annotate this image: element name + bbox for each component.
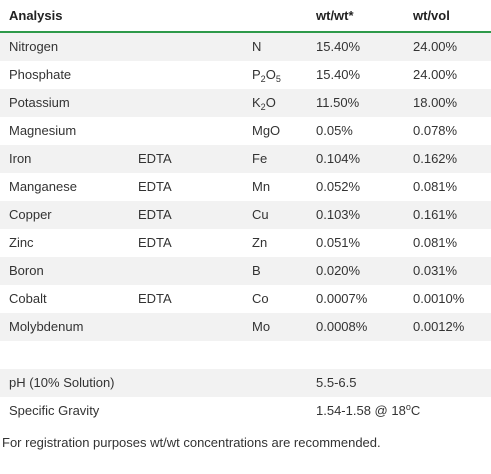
analysis-table: Analysis wt/wt* wt/vol Nitrogen N 15.40%… bbox=[0, 0, 491, 425]
formula: Fe bbox=[252, 151, 268, 166]
wtwt-value: 0.103% bbox=[316, 207, 361, 222]
header-analysis: Analysis bbox=[9, 8, 63, 23]
wtwt-value: 0.0007% bbox=[316, 291, 368, 306]
table-row-ph: pH (10% Solution) 5.5-6.5 bbox=[0, 369, 491, 397]
wtwt-value: 0.104% bbox=[316, 151, 361, 166]
wtwt-value: 0.052% bbox=[316, 179, 361, 194]
nutrient-name: Phosphate bbox=[9, 67, 72, 82]
formula: P2O5 bbox=[252, 67, 281, 84]
wtvol-value: 0.161% bbox=[413, 207, 458, 222]
table-row: Iron EDTA Fe 0.104% 0.162% bbox=[0, 145, 491, 173]
formula: Mo bbox=[252, 319, 271, 334]
wtvol-value: 18.00% bbox=[413, 95, 458, 110]
wtwt-value: 0.05% bbox=[316, 123, 353, 138]
formula: K2O bbox=[252, 95, 276, 112]
nutrient-name: Molybdenum bbox=[9, 319, 84, 334]
nutrient-name: Iron bbox=[9, 151, 32, 166]
table-row: Nitrogen N 15.40% 24.00% bbox=[0, 33, 491, 61]
table-row: Molybdenum Mo 0.0008% 0.0012% bbox=[0, 313, 491, 341]
nutrient-name: Boron bbox=[9, 263, 44, 278]
chelate: EDTA bbox=[138, 291, 172, 306]
spacer-row bbox=[0, 341, 491, 369]
gravity-value: 1.54-1.58 @ 18oC bbox=[316, 402, 421, 418]
table-row: Phosphate P2O5 15.40% 24.00% bbox=[0, 61, 491, 89]
table-row: Cobalt EDTA Co 0.0007% 0.0010% bbox=[0, 285, 491, 313]
formula: Cu bbox=[252, 207, 269, 222]
table-row: Magnesium MgO 0.05% 0.078% bbox=[0, 117, 491, 145]
wtwt-value: 0.020% bbox=[316, 263, 361, 278]
header-wtvol: wt/vol bbox=[413, 8, 450, 23]
formula: MgO bbox=[252, 123, 281, 138]
gravity-label: Specific Gravity bbox=[9, 403, 100, 418]
ph-value: 5.5-6.5 bbox=[316, 375, 357, 390]
table-row: Copper EDTA Cu 0.103% 0.161% bbox=[0, 201, 491, 229]
header-divider bbox=[0, 31, 491, 33]
table-row: Manganese EDTA Mn 0.052% 0.081% bbox=[0, 173, 491, 201]
wtvol-value: 0.081% bbox=[413, 179, 458, 194]
wtvol-value: 24.00% bbox=[413, 67, 458, 82]
table-row: Potassium K2O 11.50% 18.00% bbox=[0, 89, 491, 117]
nutrient-name: Manganese bbox=[9, 179, 77, 194]
chelate: EDTA bbox=[138, 151, 172, 166]
wtvol-value: 0.081% bbox=[413, 235, 458, 250]
table-header: Analysis wt/wt* wt/vol bbox=[0, 0, 491, 31]
formula: Zn bbox=[252, 235, 268, 250]
formula: N bbox=[252, 39, 262, 54]
wtwt-value: 15.40% bbox=[316, 67, 361, 82]
table-row-gravity: Specific Gravity 1.54-1.58 @ 18oC bbox=[0, 397, 491, 425]
wtvol-value: 24.00% bbox=[413, 39, 458, 54]
wtwt-value: 0.051% bbox=[316, 235, 361, 250]
wtvol-value: 0.078% bbox=[413, 123, 458, 138]
nutrient-name: Zinc bbox=[9, 235, 34, 250]
wtvol-value: 0.0010% bbox=[413, 291, 465, 306]
nutrient-name: Copper bbox=[9, 207, 52, 222]
footnote: For registration purposes wt/wt concentr… bbox=[2, 435, 381, 450]
nutrient-name: Magnesium bbox=[9, 123, 77, 138]
nutrient-name: Nitrogen bbox=[9, 39, 59, 54]
table-row: Boron B 0.020% 0.031% bbox=[0, 257, 491, 285]
wtvol-value: 0.031% bbox=[413, 263, 458, 278]
chelate: EDTA bbox=[138, 235, 172, 250]
nutrient-name: Cobalt bbox=[9, 291, 47, 306]
wtwt-value: 11.50% bbox=[316, 95, 360, 110]
nutrient-name: Potassium bbox=[9, 95, 70, 110]
chelate: EDTA bbox=[138, 207, 172, 222]
wtvol-value: 0.0012% bbox=[413, 319, 465, 334]
chelate: EDTA bbox=[138, 179, 172, 194]
header-wtwt: wt/wt* bbox=[316, 8, 354, 23]
wtvol-value: 0.162% bbox=[413, 151, 458, 166]
wtwt-value: 15.40% bbox=[316, 39, 361, 54]
formula: Co bbox=[252, 291, 269, 306]
wtwt-value: 0.0008% bbox=[316, 319, 368, 334]
formula: Mn bbox=[252, 179, 271, 194]
table-row: Zinc EDTA Zn 0.051% 0.081% bbox=[0, 229, 491, 257]
ph-label: pH (10% Solution) bbox=[9, 375, 115, 390]
formula: B bbox=[252, 263, 261, 278]
